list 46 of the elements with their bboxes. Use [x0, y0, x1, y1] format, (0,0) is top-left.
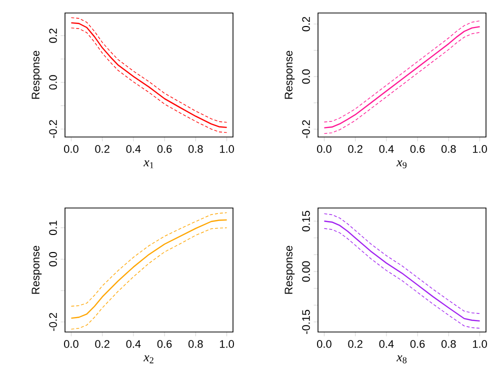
x-tick-label: 0.2	[348, 340, 362, 348]
x-tick-label: 0.6	[157, 145, 172, 153]
y-tick-label: 0.00	[302, 261, 310, 282]
y-tick-label: 0.0	[49, 252, 57, 266]
x-tick-label: 1.0	[472, 145, 487, 153]
y-axis-title: Response	[284, 246, 295, 294]
x-tick-label: 0.8	[441, 145, 456, 153]
x-axis-title: x$_{1}$	[143, 160, 154, 168]
x-axis-title: x$_{8}$	[396, 355, 407, 364]
x-tick-label: 0.8	[441, 340, 456, 348]
x-tick-label: 0.4	[379, 145, 394, 153]
x-tick-label: 0.6	[410, 340, 425, 348]
y-tick-label: -0.2	[49, 120, 57, 138]
x-tick-label: 0.0	[317, 145, 332, 153]
x-tick-label: 0.0	[64, 145, 78, 153]
x-tick-label: 0.2	[95, 145, 110, 153]
y-tick-label: 0.0	[49, 75, 57, 90]
y-axis-title: Response	[32, 50, 42, 99]
x-tick-label: 0.0	[317, 340, 332, 348]
y-tick-label: -0.2	[49, 313, 57, 331]
y-axis-title: Response	[284, 50, 295, 99]
y-tick-label: 0.2	[49, 28, 57, 43]
y-axis-title: Response	[32, 246, 42, 294]
x-tick-label: 0.6	[157, 340, 172, 348]
x-tick-label: 0.0	[64, 340, 78, 348]
y-tick-label: 0.0	[302, 69, 310, 84]
line-series	[70, 227, 228, 330]
x-axis-title: x$_{2}$	[143, 355, 154, 364]
y-tick-label: 0.15	[302, 210, 310, 232]
y-tick-label: -0.2	[302, 120, 310, 138]
x-tick-label: 0.4	[379, 340, 394, 348]
x-tick-label: 0.2	[348, 145, 362, 153]
y-tick-label: -0.15	[302, 310, 310, 334]
x-tick-label: 0.8	[188, 340, 203, 348]
x-tick-label: 0.8	[188, 145, 203, 153]
x-tick-label: 0.2	[95, 340, 110, 348]
y-tick-label: 0.2	[302, 16, 310, 32]
x-tick-label: 1.0	[220, 145, 234, 153]
x-tick-label: 1.0	[220, 340, 234, 348]
y-tick-label: 0.1	[49, 220, 57, 235]
x-tick-label: 0.6	[410, 145, 425, 153]
x-axis-title: x$_{9}$	[396, 160, 407, 168]
line-series	[70, 212, 228, 307]
x-tick-label: 0.4	[126, 340, 141, 348]
x-tick-label: 0.4	[126, 145, 141, 153]
x-tick-label: 1.0	[472, 340, 487, 348]
